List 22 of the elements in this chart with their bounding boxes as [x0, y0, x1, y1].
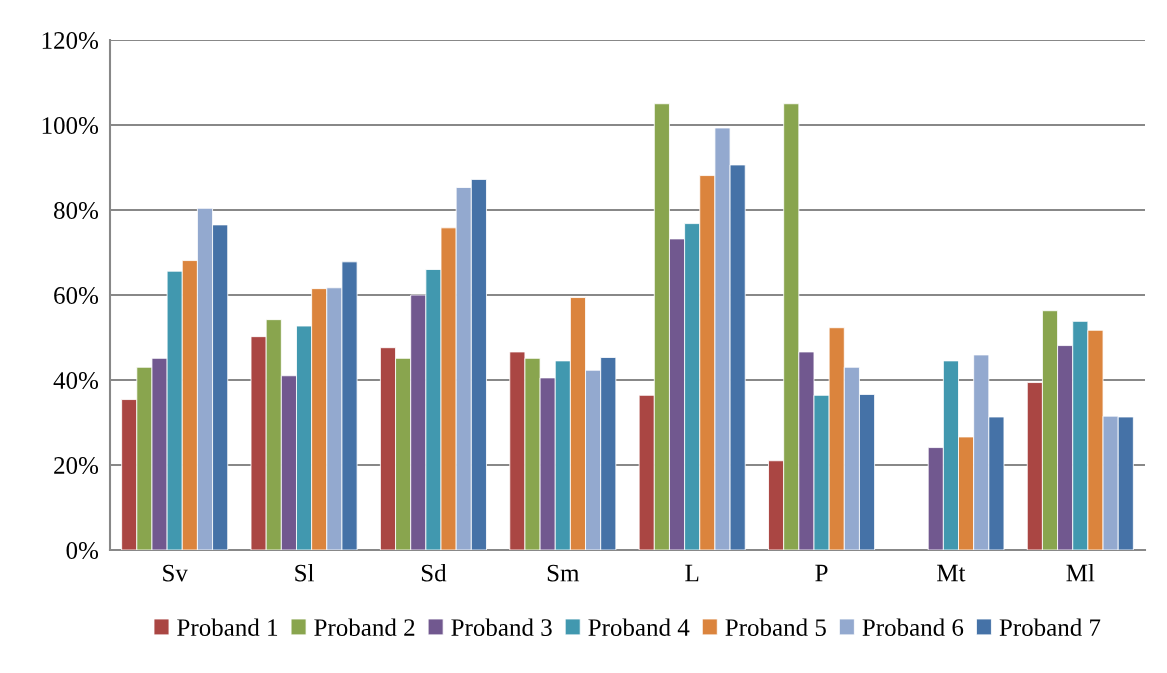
y-tick-label: 100%: [42, 117, 99, 134]
x-tick-label: Sv: [163, 564, 188, 582]
legend-label: Proband 4: [588, 618, 690, 636]
x-tick-label: Ml: [1066, 563, 1095, 582]
x-tick-label: L: [685, 564, 699, 582]
y-tick-label: 0%: [66, 542, 99, 559]
x-tick-label: Sm: [547, 564, 580, 582]
legend-label: Proband 1: [177, 618, 278, 636]
legend-label: Proband 7: [999, 618, 1101, 636]
x-tick-label: Sd: [421, 563, 447, 582]
legend-label: Proband 3: [451, 618, 552, 636]
y-tick-label: 80%: [54, 202, 99, 219]
x-tick-label: Mt: [937, 564, 966, 582]
legend-label: Proband 6: [862, 618, 964, 636]
x-tick-label: P: [815, 564, 828, 582]
legend-label: Proband 5: [725, 618, 826, 636]
x-tick-label: Sl: [295, 563, 314, 582]
y-tick-label: 20%: [54, 457, 99, 474]
y-tick-label: 40%: [53, 372, 99, 389]
legend-label: Proband 2: [314, 618, 415, 636]
y-tick-label: 120%: [42, 32, 99, 49]
y-tick-label: 60%: [54, 287, 99, 304]
